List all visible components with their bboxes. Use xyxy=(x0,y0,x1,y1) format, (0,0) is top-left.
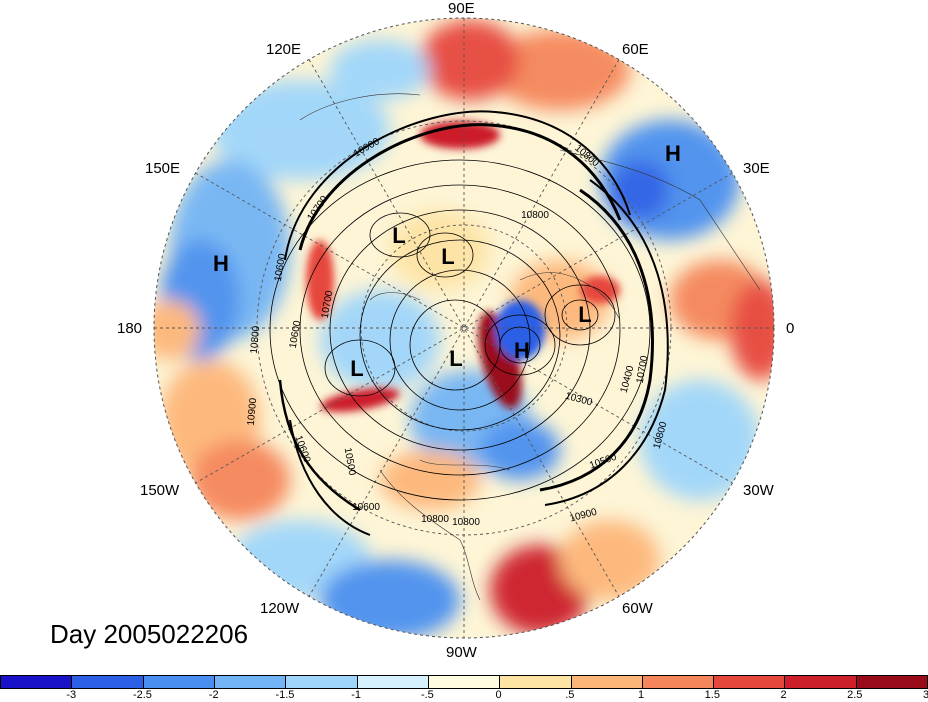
colorbar-tick-label: -1.5 xyxy=(275,689,295,701)
jet-contours xyxy=(278,110,669,536)
contour-label: 10800 xyxy=(421,514,449,525)
longitude-label-30w: 30W xyxy=(743,482,774,499)
colorbar-tick-label: .5 xyxy=(565,689,575,701)
longitude-label-90w: 90W xyxy=(446,644,477,661)
colorbar-segment xyxy=(785,675,857,689)
colorbar-segment xyxy=(0,675,73,689)
longitude-label-150w: 150W xyxy=(140,482,180,499)
colorbar-tick-label: -2 xyxy=(208,689,219,701)
polar-stereographic-map: H H L L L L H L 10900 10800 10700 10600 … xyxy=(153,17,775,639)
longitude-label-90e: 90E xyxy=(448,0,475,17)
colorbar-labels: -3 -2.5 -2 -1.5 -1 -.5 0 .5 1 1.5 2 2.5 3 xyxy=(0,689,928,702)
longitude-label-120e: 120E xyxy=(266,41,302,58)
colorbar-segment xyxy=(143,675,215,689)
contour-label: 10700 xyxy=(635,354,651,384)
colorbar-tick-label: -1 xyxy=(351,689,362,701)
map-border xyxy=(153,17,775,639)
colorbar-tick-label: 3 xyxy=(922,689,928,701)
pressure-marker-low: L xyxy=(441,244,454,269)
contour-label: 10900 xyxy=(246,397,259,426)
pressure-marker-low: L xyxy=(392,223,405,248)
colorbar-segment xyxy=(214,675,287,689)
colorbar xyxy=(0,675,928,689)
contour-label: 10800 xyxy=(249,325,262,354)
height-contours xyxy=(269,159,651,501)
contour-label: 10800 xyxy=(521,210,549,221)
longitude-label-60w: 60W xyxy=(622,600,653,617)
colorbar-segment xyxy=(714,675,786,689)
colorbar-tick-label: 2.5 xyxy=(847,689,863,701)
colorbar-tick-label: -3 xyxy=(66,689,77,701)
colorbar-segment xyxy=(856,675,928,689)
colorbar-segment xyxy=(642,675,715,689)
colorbar-segment xyxy=(72,675,144,689)
longitude-label-30e: 30E xyxy=(743,160,770,177)
longitude-label-60e: 60E xyxy=(622,41,649,58)
colorbar-tick-label: -2.5 xyxy=(132,689,152,701)
colorbar-tick-label: 0 xyxy=(495,689,502,701)
longitude-label-120w: 120W xyxy=(260,600,300,617)
day-label: Day 2005022206 xyxy=(50,619,249,649)
graticule xyxy=(154,18,774,638)
colorbar-segment xyxy=(357,675,429,689)
colorbar-segment xyxy=(428,675,501,689)
pressure-marker-low: L xyxy=(578,302,591,327)
contour-label: 10800 xyxy=(452,517,480,528)
contour-label: 10600 xyxy=(273,252,289,282)
colorbar-segment xyxy=(286,675,358,689)
anomaly-field xyxy=(154,18,774,638)
pressure-marker-high: H xyxy=(665,141,681,166)
colorbar-segment xyxy=(500,675,572,689)
pressure-markers: H H L L L L H L xyxy=(213,141,681,381)
pressure-marker-high: H xyxy=(213,251,229,276)
colorbar-tick-label: 1.5 xyxy=(704,689,720,701)
colorbar-tick-label: 1 xyxy=(638,689,645,701)
colorbar-tick-label: 2 xyxy=(780,689,787,701)
longitude-label-150e: 150E xyxy=(145,160,181,177)
pressure-marker-low: L xyxy=(350,356,363,381)
pressure-marker-low: L xyxy=(449,346,462,371)
coastlines xyxy=(299,93,761,601)
longitude-label-0: 0 xyxy=(786,320,795,337)
contour-label: 10500 xyxy=(342,447,358,477)
contour-label: 10700 xyxy=(320,289,336,319)
colorbar-segment xyxy=(571,675,643,689)
pressure-marker-high: H xyxy=(514,338,530,363)
colorbar-tick-label: -.5 xyxy=(420,689,434,701)
longitude-label-180: 180 xyxy=(117,320,143,337)
contour-label: 10600 xyxy=(288,319,304,349)
contour-label: 10600 xyxy=(352,502,380,513)
